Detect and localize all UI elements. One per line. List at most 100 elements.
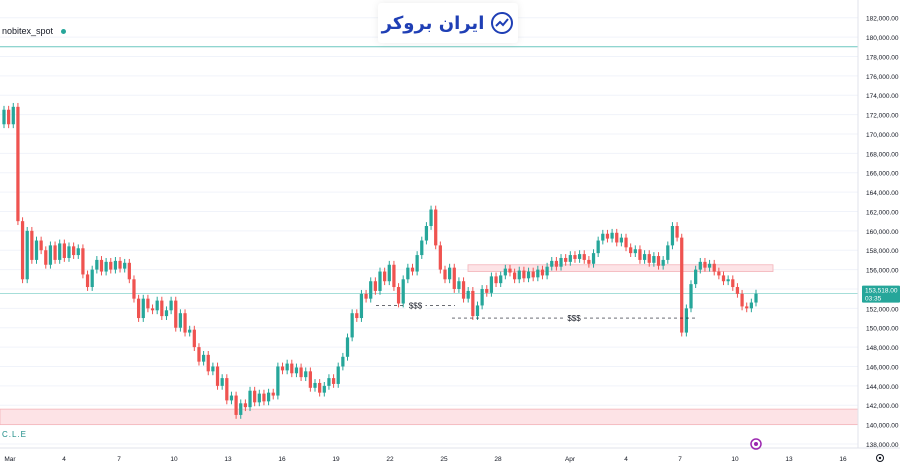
candle[interactable] <box>243 403 248 408</box>
candle[interactable] <box>58 243 62 260</box>
candle[interactable] <box>359 293 364 319</box>
candle[interactable] <box>633 249 637 254</box>
candle[interactable] <box>526 271 531 279</box>
candle[interactable] <box>355 313 359 319</box>
candle[interactable] <box>512 272 517 280</box>
candle[interactable] <box>661 259 665 266</box>
candle[interactable] <box>160 300 164 317</box>
candle[interactable] <box>471 290 475 317</box>
candle[interactable] <box>350 313 354 338</box>
candle[interactable] <box>174 300 178 328</box>
candle[interactable] <box>489 276 494 293</box>
candle[interactable] <box>201 354 206 362</box>
candle[interactable] <box>53 245 57 260</box>
candle[interactable] <box>62 243 66 258</box>
candle[interactable] <box>276 366 280 396</box>
candle[interactable] <box>401 279 405 304</box>
candle[interactable] <box>568 255 572 262</box>
candle[interactable] <box>522 270 526 279</box>
candle[interactable] <box>410 267 415 272</box>
candle[interactable] <box>540 269 545 276</box>
candle[interactable] <box>104 261 108 272</box>
candle[interactable] <box>81 248 85 275</box>
candle[interactable] <box>90 269 94 288</box>
candle[interactable] <box>545 266 549 276</box>
candle[interactable] <box>257 393 261 403</box>
candle[interactable] <box>642 254 647 260</box>
candle[interactable] <box>596 240 600 254</box>
candle[interactable] <box>461 281 466 299</box>
candle[interactable] <box>99 259 104 272</box>
candle[interactable] <box>39 240 43 251</box>
candle[interactable] <box>698 261 702 270</box>
candle[interactable] <box>113 260 118 270</box>
candle[interactable] <box>448 267 452 280</box>
candle[interactable] <box>754 293 758 303</box>
candle[interactable] <box>675 226 679 238</box>
candle[interactable] <box>183 313 187 333</box>
candle[interactable] <box>318 382 322 393</box>
candle[interactable] <box>308 371 312 388</box>
candle[interactable] <box>582 254 586 260</box>
candle[interactable] <box>290 363 294 374</box>
candle[interactable] <box>591 253 596 264</box>
candle[interactable] <box>424 226 429 241</box>
candle[interactable] <box>146 298 150 309</box>
candle[interactable] <box>745 306 749 309</box>
candle[interactable] <box>383 271 387 282</box>
candle[interactable] <box>294 367 299 374</box>
candle[interactable] <box>684 308 688 333</box>
candle[interactable] <box>192 329 196 348</box>
candle[interactable] <box>666 245 670 260</box>
candle[interactable] <box>605 233 610 239</box>
candle[interactable] <box>415 255 419 272</box>
candle[interactable] <box>11 106 15 125</box>
candle[interactable] <box>656 256 661 266</box>
candle[interactable] <box>564 257 568 262</box>
candle[interactable] <box>239 403 243 415</box>
candle[interactable] <box>707 263 712 268</box>
candle[interactable] <box>369 281 373 299</box>
candle[interactable] <box>420 240 424 256</box>
candle[interactable] <box>76 248 80 256</box>
candle[interactable] <box>253 390 257 403</box>
candle[interactable] <box>689 284 693 309</box>
candle[interactable] <box>331 378 336 384</box>
candle[interactable] <box>25 230 29 280</box>
last-price-tag[interactable] <box>862 285 900 303</box>
candle[interactable] <box>494 276 498 284</box>
event-marker-icon[interactable] <box>750 438 762 450</box>
candle[interactable] <box>169 300 173 311</box>
candle[interactable] <box>466 290 470 299</box>
candle[interactable] <box>638 249 642 260</box>
candle[interactable] <box>536 269 540 278</box>
candle[interactable] <box>225 378 229 401</box>
candle[interactable] <box>206 354 210 372</box>
candle[interactable] <box>141 298 145 319</box>
candle[interactable] <box>680 237 684 333</box>
candle[interactable] <box>345 337 350 357</box>
candle[interactable] <box>16 106 20 222</box>
candle[interactable] <box>554 260 559 267</box>
candle[interactable] <box>652 256 656 263</box>
candle[interactable] <box>559 257 563 267</box>
candle[interactable] <box>712 263 716 272</box>
candle[interactable] <box>694 269 698 285</box>
candle[interactable] <box>7 109 11 125</box>
candle[interactable] <box>601 233 605 241</box>
candle[interactable] <box>327 378 331 386</box>
candle[interactable] <box>313 382 317 388</box>
candle[interactable] <box>647 254 651 263</box>
candle[interactable] <box>44 250 48 265</box>
candle[interactable] <box>457 281 461 289</box>
candle[interactable] <box>749 302 753 309</box>
candle[interactable] <box>34 240 39 260</box>
candle[interactable] <box>485 288 489 293</box>
candle[interactable] <box>434 209 438 246</box>
candle[interactable] <box>48 245 53 265</box>
candle[interactable] <box>67 246 71 258</box>
candle[interactable] <box>531 271 535 278</box>
candle[interactable] <box>262 393 266 402</box>
candle[interactable] <box>118 260 122 269</box>
